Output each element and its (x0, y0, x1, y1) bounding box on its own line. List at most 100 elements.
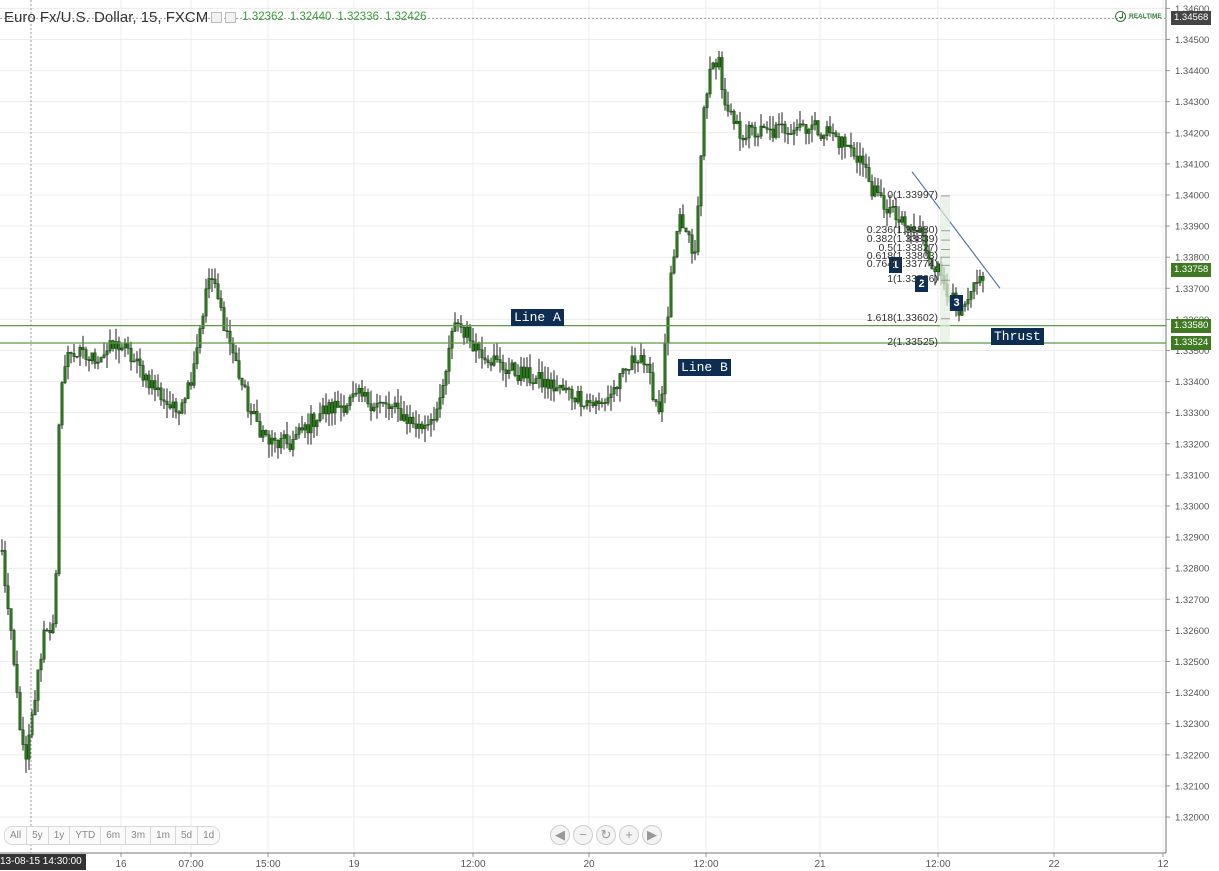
candle-body (852, 147, 856, 157)
line-a-label[interactable]: Line A (511, 309, 564, 326)
candle-body (564, 387, 568, 391)
symbol-compare-icon[interactable] (225, 11, 237, 23)
thrust-label[interactable]: Thrust (991, 328, 1044, 345)
y-tick-label: 1.32600 (1175, 626, 1209, 637)
candle-body (87, 359, 91, 361)
y-tick-label: 1.33500 (1175, 346, 1209, 357)
candle-body (675, 230, 679, 258)
candle-body (252, 411, 256, 415)
candle-body (0, 550, 4, 552)
candle-body (138, 358, 142, 366)
candle-body (222, 307, 226, 331)
candle-body (264, 430, 268, 436)
candle-body (678, 214, 682, 232)
candle-body (891, 205, 895, 208)
x-tick-label: 21 (814, 859, 826, 870)
scroll-right-icon[interactable]: ▶ (642, 825, 662, 845)
candle-body (144, 374, 148, 381)
y-tick-label: 1.32100 (1175, 781, 1209, 792)
candle-body (594, 400, 598, 407)
candle-body (378, 401, 382, 404)
candle-body (336, 400, 340, 408)
candle-body (591, 402, 595, 407)
range-button-6m[interactable]: 6m (100, 826, 126, 845)
y-tick-label: 1.32500 (1175, 657, 1209, 668)
candle-body (567, 387, 571, 390)
symbol-settings-icon[interactable] (211, 11, 223, 23)
candle-body (306, 424, 310, 434)
candle-body (420, 423, 424, 430)
candle-body (648, 363, 652, 374)
candle-body (84, 349, 88, 360)
candle-body (849, 144, 853, 149)
range-button-5d[interactable]: 5d (174, 826, 198, 845)
candle-body (171, 401, 175, 409)
range-button-ytd[interactable]: YTD (69, 826, 101, 845)
candle-body (519, 366, 523, 381)
candle-body (843, 136, 847, 147)
candle-body (540, 372, 544, 388)
ohlc-low: 1.32336 (337, 11, 379, 23)
candle-body (816, 120, 820, 136)
candle-body (279, 438, 283, 449)
candle-body (111, 340, 115, 349)
candle-body (633, 355, 637, 363)
candle-body (351, 393, 355, 398)
candle-body (345, 405, 349, 413)
range-button-5y[interactable]: 5y (26, 826, 48, 845)
candle-body (318, 413, 322, 421)
candle-body (18, 692, 22, 731)
candle-body (93, 352, 97, 364)
reset-icon[interactable]: ↻ (596, 825, 616, 845)
symbol-title[interactable]: Euro Fx/U.S. Dollar, 15, FXCM (4, 8, 209, 26)
candle-body (681, 214, 685, 229)
candle-body (48, 630, 52, 634)
candle-body (642, 355, 646, 366)
candle-body (474, 342, 478, 352)
candle-body (558, 384, 562, 389)
candle-body (900, 216, 904, 223)
candle-body (492, 355, 496, 366)
zoom-out-icon[interactable]: − (573, 825, 593, 845)
candle-body (357, 387, 361, 394)
candle-body (339, 405, 343, 408)
candle-body (246, 386, 250, 412)
candle-body (117, 341, 121, 351)
candle-body (966, 299, 970, 305)
fib-level-label: 0.236(1.33880) (866, 223, 938, 236)
range-button-all[interactable]: All (4, 826, 27, 845)
candle-body (69, 352, 73, 354)
candle-body (780, 123, 784, 126)
candle-body (717, 57, 721, 68)
range-button-1d[interactable]: 1d (197, 826, 221, 845)
candle-body (123, 343, 127, 349)
candle-body (621, 368, 625, 374)
candle-body (735, 120, 739, 124)
chart-axes (0, 0, 1170, 857)
candle-body (879, 192, 883, 196)
wave-2-label[interactable]: 2 (915, 276, 928, 292)
range-button-1m[interactable]: 1m (150, 826, 175, 845)
zoom-in-icon[interactable]: + (619, 825, 639, 845)
scroll-left-icon[interactable]: ◀ (550, 825, 570, 845)
wave-3-label[interactable]: 3 (950, 295, 963, 311)
candle-body (150, 380, 154, 389)
candle-body (522, 366, 526, 379)
range-button-1y[interactable]: 1y (47, 826, 70, 845)
candle-body (243, 384, 247, 388)
candle-body (441, 385, 445, 399)
candle-body (174, 401, 178, 413)
candle-body (237, 360, 241, 379)
candle-body (507, 369, 511, 374)
wave-1-label[interactable]: 1 (889, 257, 902, 273)
candle-body (798, 123, 802, 128)
candle-body (231, 343, 235, 354)
candle-body (810, 124, 814, 130)
candlestick-series (0, 50, 985, 773)
y-tick-label: 1.34100 (1175, 159, 1209, 170)
candle-body (480, 349, 484, 359)
range-button-3m[interactable]: 3m (125, 826, 151, 845)
line-b-label[interactable]: Line B (678, 359, 731, 376)
candle-body (921, 228, 925, 237)
